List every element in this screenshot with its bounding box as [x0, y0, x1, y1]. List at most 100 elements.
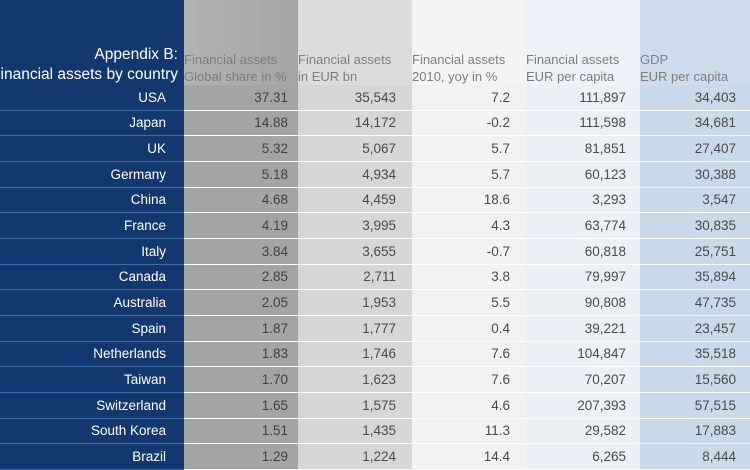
country-cell: China	[0, 187, 184, 214]
table-cell: 35,543	[298, 85, 412, 111]
country-cell: USA	[0, 85, 184, 111]
country-cell: Spain	[0, 315, 184, 342]
country-cell: Taiwan	[0, 367, 184, 393]
country-cell: Netherlands	[0, 341, 184, 368]
table-cell: 1.29	[184, 444, 298, 470]
country-cell: Canada	[0, 264, 184, 291]
country-cell: Switzerland	[0, 392, 184, 419]
column-header-global-share: Financial assets Global share in %	[184, 0, 298, 85]
table-cell: 7.2	[412, 85, 526, 111]
table-cell: 111,897	[526, 85, 640, 111]
table-cell: 79,997	[526, 264, 640, 291]
table-cell: 30,388	[640, 161, 750, 188]
table-cell: 111,598	[526, 110, 640, 137]
table-cell: -0.2	[412, 110, 526, 137]
table-cell: 1.83	[184, 341, 298, 368]
country-cell: Brazil	[0, 444, 184, 470]
table-cell: 1.51	[184, 418, 298, 445]
column-header-line2: EUR per capita	[640, 69, 729, 84]
table-cell: 11.3	[412, 418, 526, 445]
table-cell: 34,681	[640, 110, 750, 137]
table-cell: 15,560	[640, 367, 750, 393]
table-cell: 37.31	[184, 85, 298, 111]
table-cell: 14.4	[412, 444, 526, 470]
table-cell: 5.5	[412, 290, 526, 316]
column-header-line1: GDP	[640, 52, 669, 67]
table-cell: 0.4	[412, 315, 526, 342]
column-header-line2: EUR per capita	[526, 69, 615, 84]
table-cell: 1.70	[184, 367, 298, 393]
country-cell: UK	[0, 136, 184, 162]
table-cell: 35,894	[640, 264, 750, 291]
table-cell: 57,515	[640, 392, 750, 419]
table-cell: 7.6	[412, 341, 526, 368]
table-cell: 3,995	[298, 213, 412, 239]
table-cell: 5.18	[184, 161, 298, 188]
country-cell: Japan	[0, 110, 184, 137]
column-header-line2: in EUR bn	[298, 69, 358, 84]
table-cell: 104,847	[526, 341, 640, 368]
table-cell: 60,123	[526, 161, 640, 188]
table-cell: 34,403	[640, 85, 750, 111]
table-cell: 7.6	[412, 367, 526, 393]
table-cell: 14,172	[298, 110, 412, 137]
table-cell: 207,393	[526, 392, 640, 419]
table-cell: 3,293	[526, 187, 640, 214]
table-cell: 1,623	[298, 367, 412, 393]
table-cell: 4.3	[412, 213, 526, 239]
table-cell: 30,835	[640, 213, 750, 239]
table-cell: 47,735	[640, 290, 750, 316]
column-header-line2: Global share in %	[184, 69, 287, 84]
table-cell: 18.6	[412, 187, 526, 214]
table-cell: 3,655	[298, 238, 412, 265]
table-cell: 4.19	[184, 213, 298, 239]
table-cell: 4,459	[298, 187, 412, 214]
table-title: Appendix B: Financial assets by country	[0, 0, 184, 85]
column-header-line1: Financial assets	[184, 52, 278, 67]
table-cell: -0.7	[412, 238, 526, 265]
table-cell: 4.68	[184, 187, 298, 214]
table-cell: 29,582	[526, 418, 640, 445]
table-cell: 60,818	[526, 238, 640, 265]
table-cell: 5.7	[412, 136, 526, 162]
table-cell: 23,457	[640, 315, 750, 342]
column-header-eur-bn: Financial assets in EUR bn	[298, 0, 412, 85]
table-cell: 3.8	[412, 264, 526, 291]
table-cell: 1,435	[298, 418, 412, 445]
column-header-line1: Financial assets	[298, 52, 392, 67]
country-cell: France	[0, 213, 184, 239]
table-cell: 5,067	[298, 136, 412, 162]
table-cell: 81,851	[526, 136, 640, 162]
country-cell: Germany	[0, 161, 184, 188]
column-header-line1: Financial assets	[526, 52, 620, 67]
table-cell: 1,575	[298, 392, 412, 419]
table-cell: 4,934	[298, 161, 412, 188]
column-header-per-capita: Financial assets EUR per capita	[526, 0, 640, 85]
table-cell: 1,224	[298, 444, 412, 470]
table-title-line1: Appendix B:	[94, 46, 178, 63]
table-cell: 1,953	[298, 290, 412, 316]
table-cell: 1,746	[298, 341, 412, 368]
table-cell: 6,265	[526, 444, 640, 470]
table-cell: 25,751	[640, 238, 750, 265]
table-cell: 2.85	[184, 264, 298, 291]
table-cell: 3,547	[640, 187, 750, 214]
country-cell: South Korea	[0, 418, 184, 445]
table-cell: 70,207	[526, 367, 640, 393]
table-cell: 5.32	[184, 136, 298, 162]
table-cell: 4.6	[412, 392, 526, 419]
table-title-line2: Financial assets by country	[0, 66, 178, 83]
column-header-line1: Financial assets	[412, 52, 506, 67]
table-cell: 14.88	[184, 110, 298, 137]
country-cell: Italy	[0, 238, 184, 265]
table-cell: 3.84	[184, 238, 298, 265]
column-header-gdp-per-capita: GDP EUR per capita	[640, 0, 750, 85]
table-cell: 90,808	[526, 290, 640, 316]
table-cell: 39,221	[526, 315, 640, 342]
table-cell: 1.65	[184, 392, 298, 419]
table-cell: 8,444	[640, 444, 750, 470]
column-header-line2: 2010, yoy in %	[412, 69, 498, 84]
column-header-yoy: Financial assets 2010, yoy in %	[412, 0, 526, 85]
country-cell: Australia	[0, 290, 184, 316]
